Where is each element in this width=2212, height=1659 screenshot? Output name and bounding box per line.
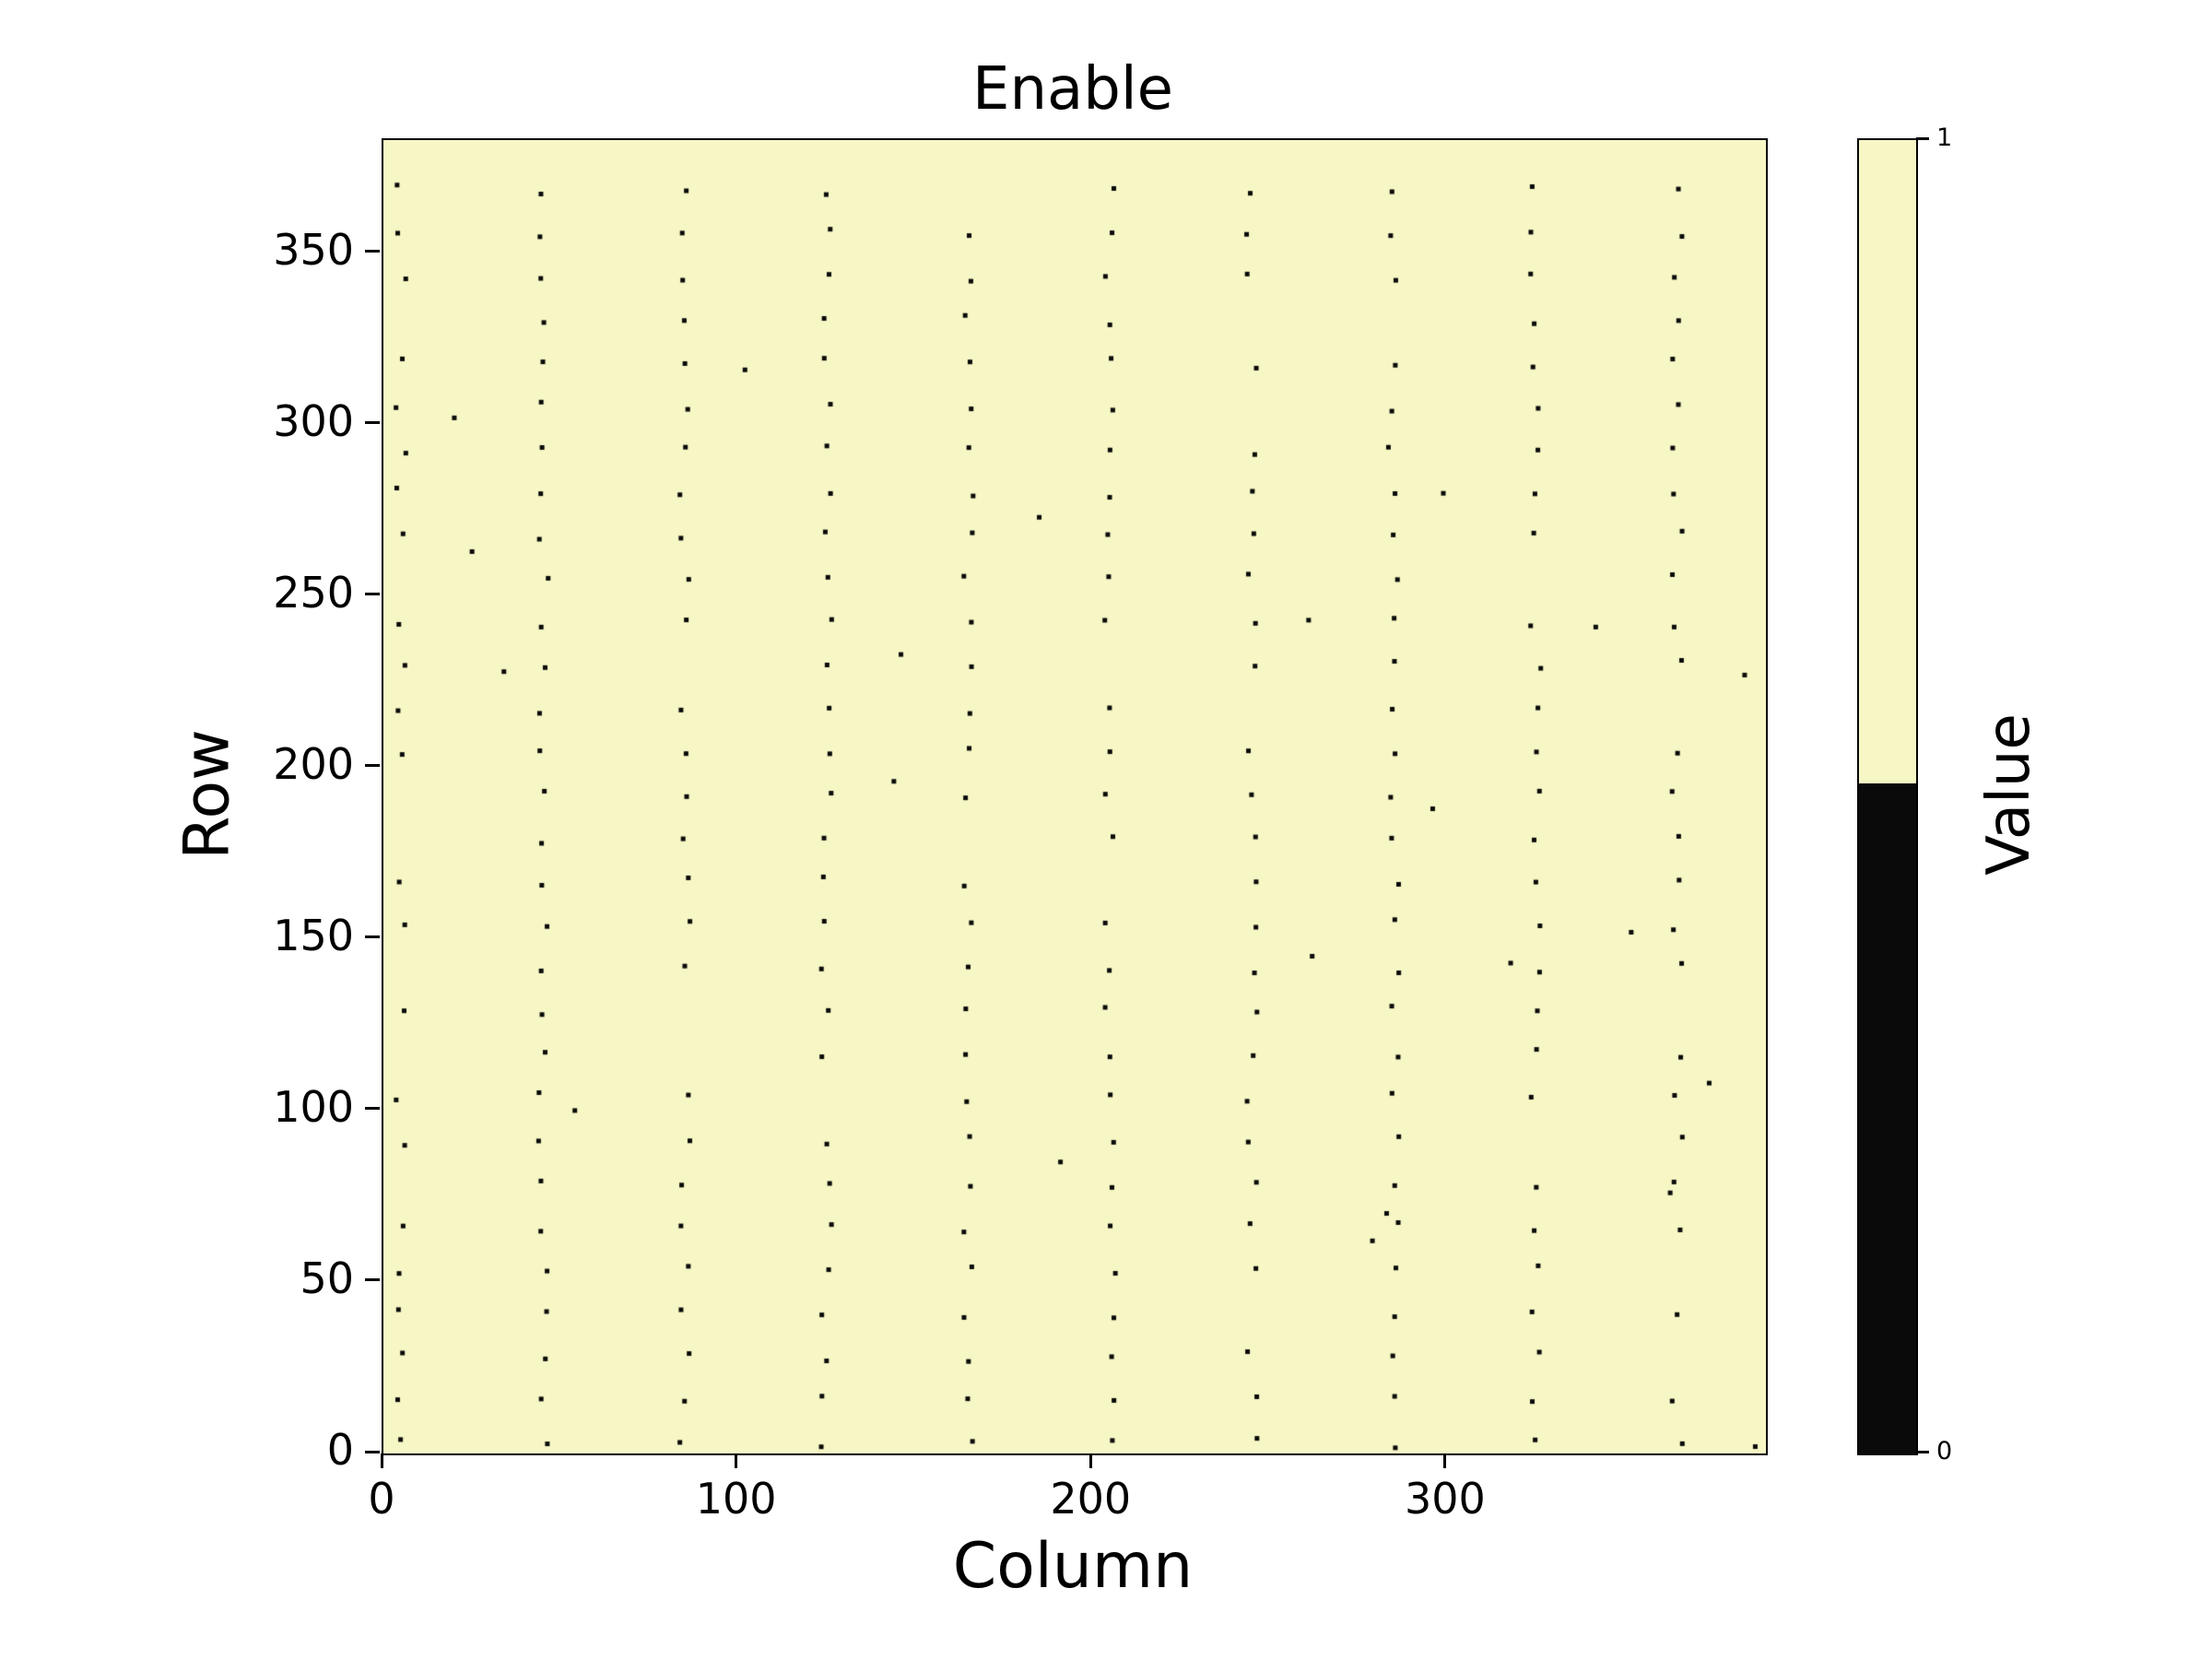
colorbar-label: Value <box>1975 713 2043 876</box>
y-tick-label: 350 <box>273 224 354 275</box>
x-axis-label: Column <box>952 1530 1194 1603</box>
x-tick-label: 100 <box>695 1474 777 1524</box>
y-tick-mark <box>365 593 380 596</box>
colorbar <box>1857 138 1918 1455</box>
y-tick-mark <box>365 935 380 939</box>
colorbar-tick-mark-bottom <box>1916 1450 1929 1453</box>
x-tick-mark <box>735 1453 738 1468</box>
y-tick-mark <box>365 764 380 768</box>
x-tick-label: 0 <box>368 1474 395 1524</box>
y-tick-label: 50 <box>300 1253 354 1303</box>
colorbar-tick-label-top: 1 <box>1936 124 1953 152</box>
y-tick-mark <box>365 1278 380 1282</box>
y-tick-label: 300 <box>273 395 354 446</box>
y-tick-label: 200 <box>273 738 354 789</box>
x-tick-mark <box>1088 1453 1092 1468</box>
y-tick-label: 100 <box>273 1081 354 1132</box>
heatmap-canvas <box>383 140 1766 1453</box>
y-tick-mark <box>365 1450 380 1453</box>
y-tick-label: 250 <box>273 567 354 618</box>
y-tick-mark <box>365 421 380 425</box>
x-tick-label: 200 <box>1050 1474 1132 1524</box>
x-tick-label: 300 <box>1404 1474 1486 1524</box>
x-tick-mark <box>380 1453 383 1468</box>
plot-area <box>382 138 1768 1455</box>
y-tick-label: 150 <box>273 910 354 960</box>
chart-title: Enable <box>972 55 1173 124</box>
y-tick-mark <box>365 250 380 253</box>
y-tick-mark <box>365 1107 380 1111</box>
y-tick-label: 0 <box>326 1425 354 1475</box>
colorbar-tick-label-bottom: 0 <box>1936 1437 1953 1465</box>
colorbar-tick-mark-top <box>1916 136 1929 140</box>
x-tick-mark <box>1443 1453 1447 1468</box>
